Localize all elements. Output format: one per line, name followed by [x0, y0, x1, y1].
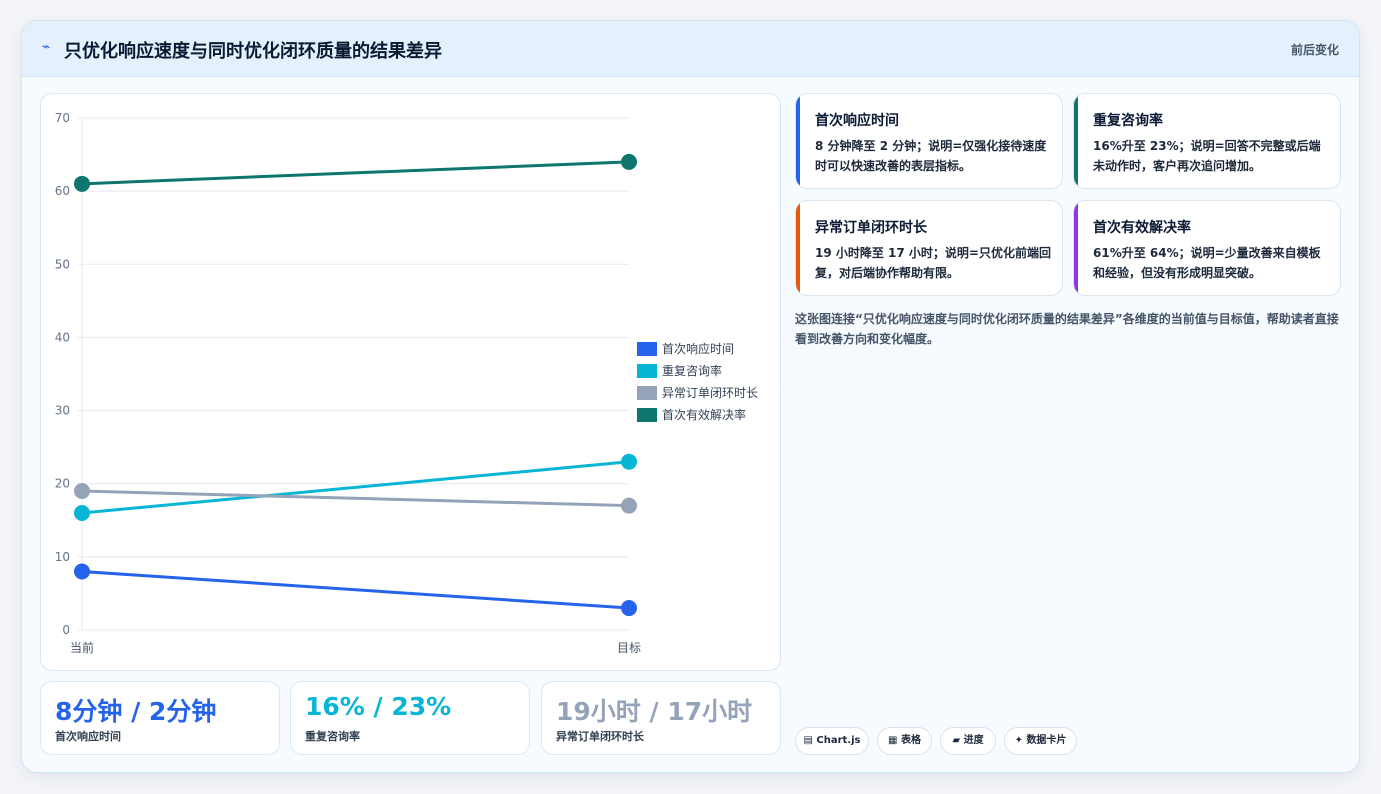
series-line: [81, 569, 630, 610]
card-accent-bar: [1074, 201, 1078, 295]
card-title: 首次响应时间: [815, 113, 899, 129]
card-title: 首次有效解决率: [1093, 220, 1191, 236]
series-line: [81, 489, 630, 508]
stat-value: 19小时 / 17小时: [556, 697, 753, 726]
card-title: 重复咨询率: [1093, 113, 1163, 129]
progress-icon: ▰: [952, 735, 961, 746]
y-tick-label: 70: [55, 111, 70, 125]
info-card: 首次有效解决率 61%升至 64%；说明=少量改善来自模板和经验，但没有形成明显…: [1073, 200, 1341, 296]
card-desc: 8 分钟降至 2 分钟；说明=仅强化接待速度时可以快速改善的表层指标。: [815, 139, 1047, 173]
legend-label: 异常订单闭环时长: [662, 386, 758, 400]
y-tick-label: 0: [62, 623, 70, 637]
data-point: [74, 563, 90, 580]
data-point: [74, 504, 90, 521]
header: ⌁ 只优化响应速度与同时优化闭环质量的结果差异 前后变化: [22, 21, 1359, 77]
legend-label: 首次响应时间: [662, 341, 734, 356]
stat-value: 16% / 23%: [305, 692, 452, 721]
chip-label: Chart.js: [816, 735, 861, 746]
info-card: 首次响应时间 8 分钟降至 2 分钟；说明=仅强化接待速度时可以快速改善的表层指…: [795, 93, 1063, 189]
data-point: [74, 483, 90, 500]
legend-swatch: [637, 364, 657, 378]
stat-card: 16% / 23% 重复咨询率: [290, 681, 530, 755]
data-point: [621, 153, 637, 170]
series-line: [81, 160, 630, 186]
y-tick-label: 10: [55, 550, 70, 564]
line-chart: 0 10 20 30 40 50 60 70 当前 目标 首次响应时间重复咨询率异常订单闭环时长首次…: [55, 111, 758, 655]
y-tick-label: 30: [55, 404, 70, 418]
info-card: 重复咨询率 16%升至 23%；说明=回答不完整或后端未动作时，客户再次追问增加…: [1073, 93, 1341, 189]
y-tick-label: 60: [55, 184, 70, 198]
chart-note: 这张图连接“只优化响应速度与同时优化闭环质量的结果差异”各维度的当前值与目标值，…: [795, 312, 1339, 346]
y-tick-label: 20: [55, 477, 70, 491]
card-desc: 19 小时降至 17 小时；说明=只优化前端回复，对后端协作帮助有限。: [815, 246, 1051, 280]
y-tick-label: 40: [55, 330, 70, 344]
card-desc: 16%升至 23%；说明=回答不完整或后端未动作时，客户再次追问增加。: [1093, 139, 1321, 173]
legend-label: 首次有效解决率: [662, 407, 746, 422]
chip-label: 数据卡片: [1026, 735, 1067, 746]
chip-chartjs[interactable]: ▤ Chart.js: [795, 727, 869, 755]
chip-progress[interactable]: ▰ 进度: [940, 727, 996, 755]
table-icon: ▦: [888, 735, 898, 746]
card-accent-bar: [796, 201, 800, 295]
series-line: [81, 460, 630, 515]
data-point: [621, 453, 637, 470]
chart-panel: 0 10 20 30 40 50 60 70 当前 目标 首次响应时间 重复咨询率异常订单闭环时长 首次…: [40, 93, 781, 671]
legend-swatch: [637, 408, 657, 422]
legend-swatch: [637, 342, 657, 356]
card-title: 异常订单闭环时长: [815, 220, 927, 236]
stat-label: 异常订单闭环时长: [556, 730, 644, 743]
stat-label: 重复咨询率: [305, 730, 360, 743]
chart-icon: ▤: [803, 735, 813, 746]
main-card: ⌁ 只优化响应速度与同时优化闭环质量的结果差异 前后变化 0 10 20 30 40 50…: [21, 20, 1360, 773]
card-desc: 61%升至 64%；说明=少量改善来自模板和经验，但没有形成明显突破。: [1093, 246, 1321, 280]
legend-label: 重复咨询率: [662, 363, 722, 378]
bolt-icon: ⌁: [42, 39, 51, 55]
stat-value: 8分钟 / 2分钟: [55, 697, 217, 726]
card-accent-bar: [1074, 94, 1078, 188]
stat-label: 首次响应时间: [55, 730, 121, 743]
data-point: [74, 175, 90, 192]
stat-card: 8分钟 / 2分钟 首次响应时间: [40, 681, 280, 755]
legend-swatch: [637, 386, 657, 400]
data-point: [621, 497, 637, 514]
chip-data-card[interactable]: ✦ 数据卡片: [1004, 727, 1077, 755]
y-tick-label: 50: [55, 257, 70, 271]
sparkle-icon: ✦: [1014, 735, 1023, 746]
card-accent-bar: [796, 94, 800, 188]
x-tick-label: 当前: [70, 640, 94, 655]
chip-table[interactable]: ▦ 表格: [877, 727, 932, 755]
chip-label: 表格: [900, 735, 921, 746]
stat-card: 19小时 / 17小时 异常订单闭环时长: [541, 681, 781, 755]
header-tag: 前后变化: [1290, 43, 1339, 57]
x-tick-label: 目标: [617, 641, 641, 655]
chip-label: 进度: [963, 735, 984, 746]
page-title: 只优化响应速度与同时优化闭环质量的结果差异: [64, 41, 442, 62]
info-card: 异常订单闭环时长 19 小时降至 17 小时；说明=只优化前端回复，对后端协作帮…: [795, 200, 1063, 296]
data-point: [621, 600, 637, 617]
